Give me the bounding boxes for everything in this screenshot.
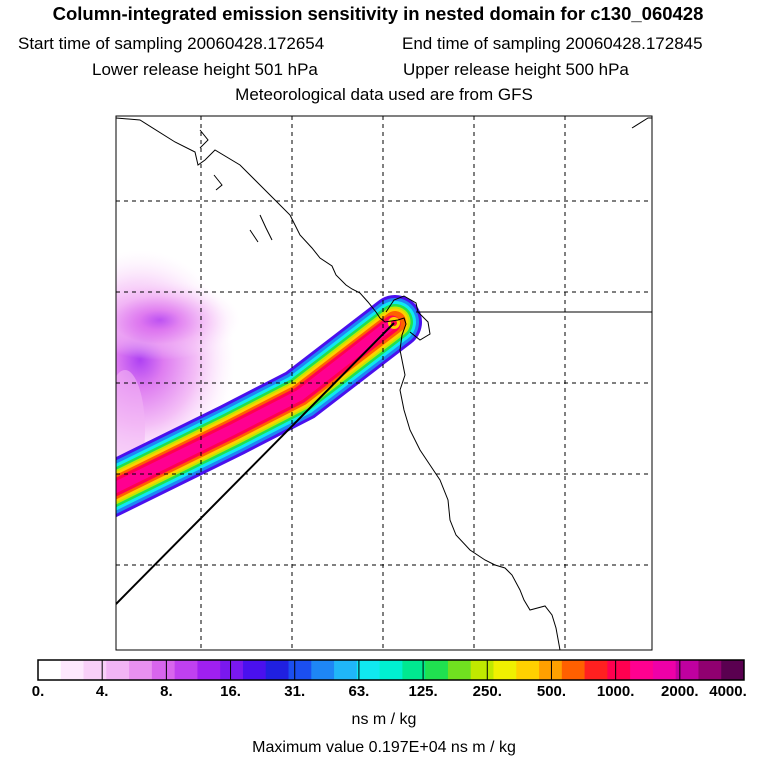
colorbar-frame [37,659,745,681]
colorbar-swatch [129,660,153,680]
colorbar-swatch [356,660,381,680]
plume-west-upper [116,280,240,360]
colorbar-swatch [379,660,403,680]
colorbar-swatch [561,660,586,680]
colorbar-swatch [197,660,221,680]
colorbar-swatch [447,660,472,680]
colorbar-tick-label: 63. [348,683,370,700]
colorbar-tick-label: 16. [220,683,241,700]
colorbar-swatch [60,660,85,680]
colorbar-tick-label: 31. [284,683,306,700]
colorbar-swatch [83,660,107,680]
start-time: Start time of sampling 20060428.172654 [18,34,325,53]
colorbar-tick-label: 0. [31,683,45,700]
colorbar-swatch [311,660,335,680]
colorbar-swatch [242,660,267,680]
colorbar-swatch [288,660,312,680]
colorbar-tick-label: 4. [95,683,109,700]
plot-title: Column-integrated emission sensitivity i… [52,3,704,24]
maximum-value: Maximum value 0.197E+04 ns m / kg [252,739,516,756]
colorbar-swatch [493,660,517,680]
colorbar-unit: ns m / kg [351,711,417,728]
upper-release-height: Upper release height 500 hPa [403,60,629,79]
end-time: End time of sampling 20060428.172845 [402,34,703,53]
sensitivity-band [116,295,422,518]
colorbar-swatch [334,660,358,680]
colorbar-swatch [402,660,426,680]
colorbar-swatch [652,660,677,680]
trajectory-line [116,322,395,605]
colorbar-swatch [516,660,540,680]
colorbar-swatch [607,660,631,680]
colorbar-tick-label: 250. [472,683,502,700]
colorbar-swatch [584,660,608,680]
colorbar-swatch [721,660,745,680]
met-data-source: Meteorological data used are from GFS [235,85,533,104]
colorbar-tick-label: 1000. [596,683,635,700]
map-frame [115,115,653,651]
map-field [116,117,652,650]
colorbar-swatch [220,660,244,680]
colorbar-swatch [174,660,198,680]
colorbar-tick-label: 8. [160,683,173,700]
colorbar-tick-label: 125. [408,683,438,700]
colorbar-swatch [539,660,563,680]
lower-release-height: Lower release height 501 hPa [92,60,318,79]
colorbar-swatch [151,660,176,680]
colorbar-tick-label: 2000. [661,683,699,700]
map-grid [116,116,652,650]
band-pink-core [116,319,396,494]
colorbar-tick-label: 4000. [709,683,747,700]
colorbar-swatch [470,660,494,680]
colorbar-swatch [698,660,722,680]
coastline [116,117,561,650]
coastline-northeast [631,117,652,129]
colorbar-swatch [425,660,449,680]
colorbar-swatch [106,660,130,680]
colorbar-swatch [630,660,654,680]
colorbar-swatch [38,660,62,680]
colorbar-swatch [675,660,699,680]
colorbar-swatch [265,660,290,680]
coastline-detail-north [199,129,273,243]
colorbar [38,660,745,680]
colorbar-tick-label: 500. [536,683,567,700]
